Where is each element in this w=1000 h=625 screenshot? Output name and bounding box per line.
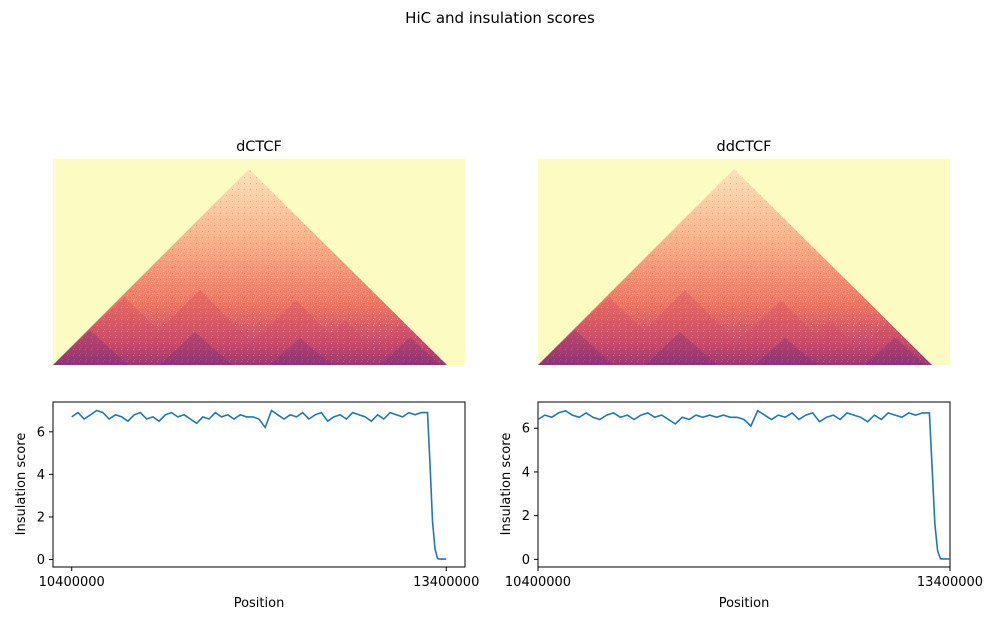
tad-domains [53,290,447,365]
y-tick-label: 6 [522,422,530,437]
y-axis-ticks: 0 2 4 6 [37,425,53,568]
y-tick-label: 0 [522,553,530,568]
heatmap-panel-dctcf: dCTCF [53,139,465,365]
y-tick-label: 6 [37,425,45,440]
insulation-panel-left: 0 2 4 6 10400000 13400000 Position Insulatio… [14,401,479,611]
x-tick-label: 10400000 [39,575,105,590]
contact-triangle-texture [53,169,447,365]
heatmap-title: ddCTCF [716,139,771,155]
y-tick-label: 2 [522,509,530,524]
y-tick-label: 4 [37,468,45,483]
y-axis-label: Insulation score [499,433,514,536]
x-axis-label: Position [234,596,285,611]
y-axis-ticks: 0 2 4 6 [522,422,538,568]
x-axis-label: Position [719,596,770,611]
figure-title: HiC and insulation scores [405,9,595,27]
x-axis-ticks: 10400000 13400000 [505,567,983,590]
y-tick-label: 0 [37,553,45,568]
y-axis-label: Insulation score [14,433,29,536]
y-tick-label: 2 [37,510,45,525]
x-tick-label: 13400000 [413,575,479,590]
insulation-line [71,409,447,560]
tad-domains [538,290,932,365]
plot-frame [537,401,951,568]
x-axis-ticks: 10400000 13400000 [39,567,479,590]
plot-frame [52,401,466,568]
heatmap-panel-ddctcf: ddCTCF [538,139,950,365]
tad-domains-inner [538,330,925,365]
contact-triangle-texture [538,169,932,365]
tad-domains-inner [53,330,440,365]
insulation-line [537,409,950,560]
x-tick-label: 10400000 [505,575,571,590]
heatmap-title: dCTCF [236,139,282,155]
y-tick-label: 4 [522,465,530,480]
x-tick-label: 13400000 [917,575,983,590]
insulation-panel-right: 0 2 4 6 10400000 13400000 Position Insulatio… [499,401,983,611]
